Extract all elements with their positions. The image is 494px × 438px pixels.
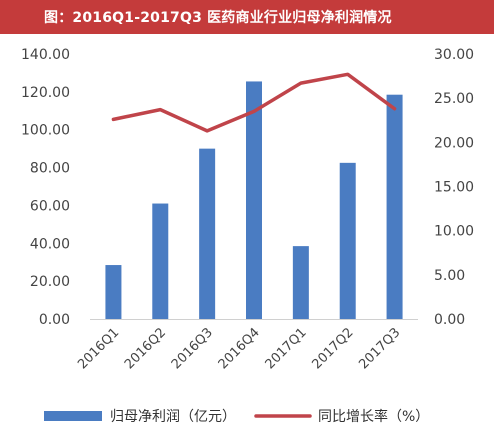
right-axis-tick-label: 20.00	[434, 135, 474, 151]
right-axis-tick-label: 10.00	[434, 224, 474, 240]
left-axis-tick-label: 0.00	[39, 312, 70, 328]
growth-rate-line	[111, 72, 397, 133]
bar-2016Q4	[246, 81, 262, 319]
x-axis-tick-label: 2016Q4	[216, 325, 263, 372]
left-axis-tick-label: 20.00	[30, 274, 70, 290]
x-axis-tick-label: 2017Q3	[356, 325, 403, 372]
x-axis-tick-label: 2017Q1	[263, 325, 310, 372]
chart-svg: 0.00 20.00 40.00 60.00 80.00 100.00 120.00 140.…	[21, 47, 474, 425]
left-axis-tick-label: 100.00	[21, 123, 70, 139]
bar-2016Q2	[152, 203, 169, 319]
left-axis-tick-label: 140.00	[21, 47, 70, 63]
chart-title: 图：2016Q1-2017Q3 医药商业行业归母净利润情况	[0, 0, 494, 34]
bar-2017Q1	[292, 246, 309, 319]
bar-2016Q3	[199, 148, 216, 319]
legend-bar-swatch	[44, 411, 102, 421]
left-axis-tick-label: 120.00	[21, 85, 70, 101]
left-axis-tick-label: 40.00	[30, 236, 70, 252]
x-axis-tick-label: 2017Q2	[309, 325, 356, 372]
bar-2016Q1	[105, 265, 122, 319]
legend-bar-label: 归母净利润（亿元）	[110, 408, 236, 425]
x-axis-tick-label: 2016Q3	[169, 325, 216, 372]
right-axis-tick-label: 15.00	[434, 180, 474, 196]
right-axis-tick-label: 5.00	[434, 268, 465, 284]
left-axis-tick-label: 80.00	[30, 161, 70, 177]
left-axis-tick-label: 60.00	[30, 198, 70, 214]
right-axis-tick-label: 30.00	[434, 47, 474, 63]
legend-line-label: 同比增长率（%）	[318, 408, 429, 425]
x-axis-tick-label: 2016Q2	[122, 325, 169, 372]
right-axis-tick-label: 25.00	[434, 91, 474, 107]
right-axis-tick-label: 0.00	[434, 312, 465, 328]
bar-2017Q2	[339, 162, 356, 319]
x-axis-tick-label: 2016Q1	[75, 325, 122, 372]
bar-2017Q3	[386, 94, 403, 319]
